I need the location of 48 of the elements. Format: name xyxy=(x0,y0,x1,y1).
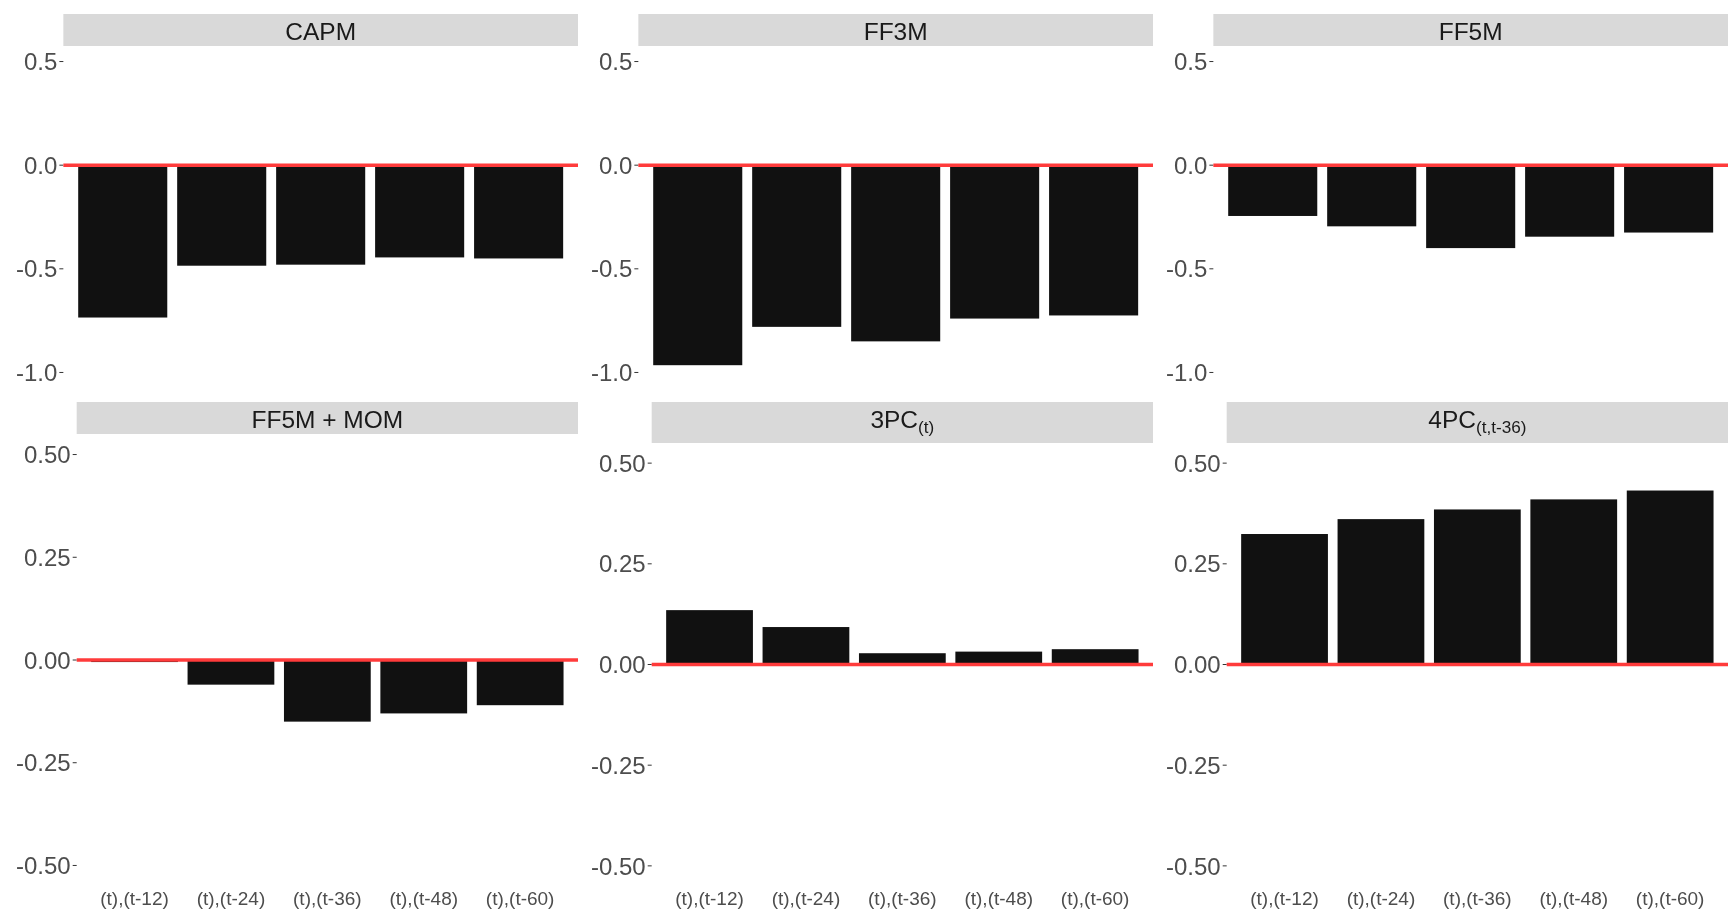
chart-title: 4PC$_{(t,t-36)}$ xyxy=(1428,406,1527,437)
y-tick-label: -0.50 xyxy=(590,852,646,880)
chart-title: FF3M xyxy=(863,18,928,45)
x-tick-label: (t),(t-48) xyxy=(1539,888,1609,909)
y-tick-label: -0.5 xyxy=(590,255,633,283)
y-tick-label: -0.25 xyxy=(1165,751,1221,779)
y-tick-label: 0.0 xyxy=(1173,151,1208,179)
y-tick-label: 0.00 xyxy=(23,646,71,674)
y-tick-label: -0.5 xyxy=(1165,255,1208,283)
x-tick-label: (t),(t-12) xyxy=(1250,888,1319,909)
y-tick-label: -0.25 xyxy=(590,751,646,779)
x-tick-label: (t),(t-60) xyxy=(1060,888,1130,909)
chart-title: 3PC$_{(t)}$ xyxy=(870,406,935,437)
y-tick-label: -0.25 xyxy=(15,749,71,777)
y-tick-label: -1.0 xyxy=(590,359,633,387)
x-tick-label: (t),(t-60) xyxy=(485,888,555,909)
y-tick-label: 0.00 xyxy=(598,651,646,679)
y-tick-label: 0.0 xyxy=(23,151,58,179)
y-tick-label: -0.50 xyxy=(15,852,71,880)
y-tick-label: 0.25 xyxy=(598,550,646,578)
chart-title: FF5M xyxy=(1438,18,1503,45)
y-tick-label: 0.5 xyxy=(598,48,633,76)
y-tick-label: 0.50 xyxy=(1173,449,1221,477)
y-tick-label: 0.50 xyxy=(23,441,71,469)
x-tick-label: (t),(t-12) xyxy=(675,888,744,909)
x-tick-label: (t),(t-36) xyxy=(1443,888,1512,909)
y-tick-label: 0.25 xyxy=(1173,550,1221,578)
x-tick-label: (t),(t-24) xyxy=(1346,888,1416,909)
x-tick-label: (t),(t-48) xyxy=(389,888,459,909)
chart-title: FF5M + MOM xyxy=(251,406,404,433)
y-tick-label: 0.0 xyxy=(598,151,633,179)
x-tick-label: (t),(t-24) xyxy=(771,888,841,909)
x-tick-label: (t),(t-24) xyxy=(196,888,266,909)
chart-title: CAPM xyxy=(285,18,357,45)
y-tick-label: 0.5 xyxy=(1173,48,1208,76)
x-tick-label: (t),(t-36) xyxy=(293,888,362,909)
y-tick-label: 0.25 xyxy=(23,543,71,571)
x-tick-label: (t),(t-48) xyxy=(964,888,1034,909)
y-tick-label: -0.50 xyxy=(1165,852,1221,880)
y-tick-label: -1.0 xyxy=(1165,359,1208,387)
y-tick-label: -1.0 xyxy=(15,359,58,387)
x-tick-label: (t),(t-60) xyxy=(1635,888,1705,909)
y-tick-label: -0.5 xyxy=(15,255,58,283)
y-tick-label: 0.5 xyxy=(23,48,58,76)
y-tick-label: 0.00 xyxy=(1173,651,1221,679)
x-tick-label: (t),(t-36) xyxy=(868,888,937,909)
y-tick-label: 0.50 xyxy=(598,449,646,477)
x-tick-label: (t),(t-12) xyxy=(100,888,169,909)
